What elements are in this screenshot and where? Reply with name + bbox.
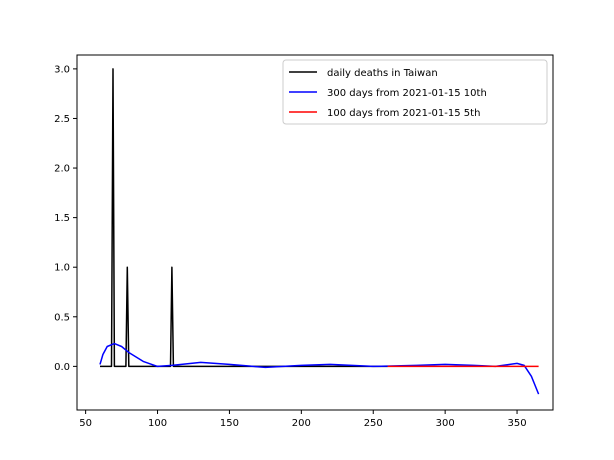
y-tick-label: 0.0 — [54, 362, 70, 373]
plot-frame — [76, 54, 554, 411]
x-tick-label: 100 — [148, 418, 167, 429]
x-tick-label: 250 — [364, 418, 383, 429]
y-tick-label: 1.5 — [54, 213, 70, 224]
series-line-1 — [99, 342, 540, 395]
y-tick-label: 1.0 — [54, 263, 70, 274]
x-axis: 50 100 150 200 250 300 350 — [79, 410, 527, 429]
y-tick-label: 2.5 — [54, 114, 70, 125]
x-tick-label: 300 — [436, 418, 455, 429]
series-line-0 — [100, 68, 388, 368]
x-tick-label: 200 — [292, 418, 311, 429]
y-tick-label: 3.0 — [54, 64, 70, 75]
legend-box — [282, 59, 548, 125]
legend-label-300-days: 300 days from 2021-01-15 10th — [327, 88, 487, 99]
x-tick-label: 350 — [508, 418, 527, 429]
legend-label-100-days: 100 days from 2021-01-15 5th — [327, 108, 480, 119]
axes-layer — [76, 54, 554, 411]
y-axis: 0.0 0.5 1.0 1.5 2.0 2.5 3.0 — [54, 64, 77, 373]
y-tick-label: 0.5 — [54, 312, 70, 323]
legend: daily deaths in Taiwan 300 days from 202… — [282, 59, 548, 125]
x-tick-label: 50 — [79, 418, 92, 429]
legend-label-daily-deaths: daily deaths in Taiwan — [327, 68, 438, 79]
x-tick-label: 150 — [220, 418, 239, 429]
y-tick-label: 2.0 — [54, 164, 70, 175]
series-layer — [99, 68, 540, 395]
